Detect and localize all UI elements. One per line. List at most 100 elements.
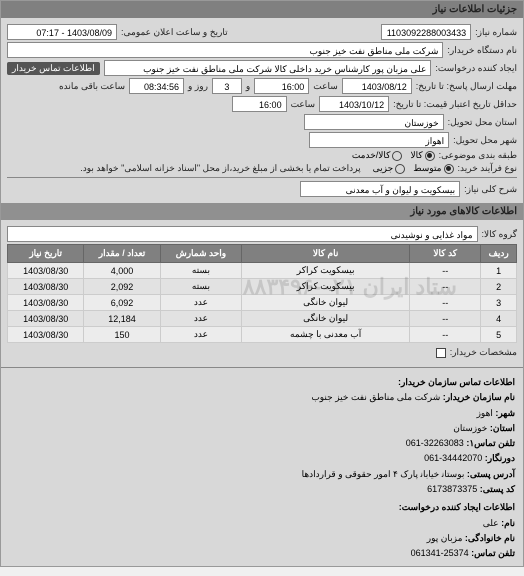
contact-tel2-label: دورنگار: bbox=[485, 453, 515, 463]
radio-dot-icon bbox=[395, 164, 405, 174]
contact-prov-label: استان: bbox=[490, 423, 515, 433]
table-cell: 6,092 bbox=[84, 295, 160, 311]
contact-city: اهوز bbox=[477, 408, 493, 418]
subject-type-group: کالا کالا/خدمت bbox=[352, 150, 435, 161]
contact-lname: مزبان پور bbox=[427, 533, 463, 543]
requester-label: ایجاد کننده درخواست: bbox=[435, 63, 517, 74]
contact-phone-label: تلفن تماس: bbox=[471, 548, 515, 558]
requester-field: علی مزبان پور کارشناس خرید داخلی کالا شر… bbox=[104, 60, 432, 76]
validity-time-label: ساعت bbox=[291, 99, 316, 110]
contact-header1: اطلاعات تماس سازمان خریدار: bbox=[398, 377, 515, 387]
table-cell: عدد bbox=[160, 311, 241, 327]
buyer-org-field: شرکت ملی مناطق نفت خیز جنوب bbox=[7, 42, 443, 58]
table-cell: -- bbox=[410, 311, 481, 327]
radio-goods[interactable]: کالا bbox=[410, 150, 434, 161]
table-cell: 2 bbox=[481, 279, 517, 295]
radio-goods-label: کالا bbox=[410, 150, 422, 161]
and-label: و bbox=[246, 81, 250, 92]
items-section: گروه کالا: مواد غذایی و نوشیدنی ستاد ایر… bbox=[1, 220, 523, 364]
attach-label: مشخصات خریدار: bbox=[450, 347, 517, 358]
table-cell: 3 bbox=[481, 295, 517, 311]
buy-note: پرداخت تمام یا بخشی از مبلغ خرید،از محل … bbox=[80, 163, 360, 174]
table-cell: آب معدنی با چشمه bbox=[242, 327, 410, 343]
table-cell: 4,000 bbox=[84, 263, 160, 279]
separator bbox=[7, 177, 517, 178]
items-table: ردیفکد کالانام کالاواحد شمارشتعداد / مقد… bbox=[7, 244, 517, 343]
radio-dot-icon bbox=[425, 151, 435, 161]
attach-checkbox[interactable] bbox=[436, 348, 446, 358]
validity-time-field: 16:00 bbox=[232, 96, 287, 112]
resp-date-field: 1403/08/12 bbox=[342, 78, 412, 94]
col-header: نام کالا bbox=[242, 245, 410, 263]
col-header: واحد شمارش bbox=[160, 245, 241, 263]
need-details-panel: جزئیات اطلاعات نیاز شماره نیاز: 11030922… bbox=[0, 0, 524, 567]
request-no-field: 1103092288003433 bbox=[381, 24, 471, 40]
table-cell: لیوان خانگی bbox=[242, 295, 410, 311]
contact-org: شرکت ملی مناطق نفت خیز جنوب bbox=[311, 392, 440, 402]
table-cell: 5 bbox=[481, 327, 517, 343]
table-cell: 1 bbox=[481, 263, 517, 279]
table-cell: -- bbox=[410, 327, 481, 343]
table-cell: -- bbox=[410, 295, 481, 311]
contact-tel2: 34442070-061 bbox=[424, 453, 482, 463]
radio-partial[interactable]: جزیی bbox=[373, 163, 406, 174]
contact-tel1: 32263083-061 bbox=[406, 438, 464, 448]
radio-medium[interactable]: متوسط bbox=[413, 163, 453, 174]
table-row: 4--لیوان خانگیعدد12,1841403/08/30 bbox=[8, 311, 517, 327]
table-cell: 12,184 bbox=[84, 311, 160, 327]
contact-phone: 25374-061341 bbox=[411, 548, 469, 558]
radio-service[interactable]: کالا/خدمت bbox=[352, 150, 403, 161]
city-label: شهر محل تحویل: bbox=[453, 135, 517, 146]
items-table-wrap: ستاد ایران ۰۲۱-۸۸۳۴۹۶ ردیفکد کالانام کال… bbox=[7, 244, 517, 343]
table-cell: بسته bbox=[160, 279, 241, 295]
col-header: کد کالا bbox=[410, 245, 481, 263]
province-field: خوزستان bbox=[304, 114, 444, 130]
time-left-field: 08:34:56 bbox=[129, 78, 184, 94]
items-header: اطلاعات کالاهای مورد نیاز bbox=[1, 203, 523, 220]
contact-fname-label: نام: bbox=[501, 518, 515, 528]
table-row: 2--بیسکویت کراکربسته2,0921403/08/30 bbox=[8, 279, 517, 295]
table-cell: 1403/08/30 bbox=[8, 311, 84, 327]
col-header: تاریخ نیاز bbox=[8, 245, 84, 263]
contact-fname: علی bbox=[483, 518, 499, 528]
days-left-label: روز و bbox=[188, 81, 208, 92]
contact-prov: خوزستان bbox=[453, 423, 487, 433]
table-row: 3--لیوان خانگیعدد6,0921403/08/30 bbox=[8, 295, 517, 311]
announce-label: تاریخ و ساعت اعلان عمومی: bbox=[121, 27, 228, 38]
radio-partial-label: جزیی bbox=[373, 163, 394, 174]
province-label: استان محل تحویل: bbox=[448, 117, 517, 128]
subject-type-label: طبقه بندی موضوعی: bbox=[439, 150, 517, 161]
validity-label: حداقل تاریخ اعتبار قیمت: تا تاریخ: bbox=[393, 99, 517, 110]
resp-deadline-label: مهلت ارسال پاسخ: تا تاریخ: bbox=[416, 81, 517, 92]
announce-field: 1403/08/09 - 07:17 bbox=[7, 24, 117, 40]
table-cell: لیوان خانگی bbox=[242, 311, 410, 327]
radio-dot-icon bbox=[392, 151, 402, 161]
radio-medium-label: متوسط bbox=[413, 163, 441, 174]
buy-type-label: نوع فرآیند خرید: bbox=[458, 163, 518, 174]
table-cell: -- bbox=[410, 263, 481, 279]
table-cell: بیسکویت کراکر bbox=[242, 279, 410, 295]
contact-addr: بوستاﻧ خیاباﻧ پارک ۴ امور حقوقی و قراردا… bbox=[302, 469, 465, 479]
contact-section: اطلاعات تماس سازمان خریدار: نام سازمان خ… bbox=[1, 371, 523, 566]
main-fields: شماره نیاز: 1103092288003433 تاریخ و ساع… bbox=[1, 18, 523, 203]
table-cell: 1403/08/30 bbox=[8, 327, 84, 343]
col-header: تعداد / مقدار bbox=[84, 245, 160, 263]
contact-org-label: نام سازمان خریدار: bbox=[443, 392, 515, 402]
radio-dot-icon bbox=[444, 164, 454, 174]
table-row: 5--آب معدنی با چشمهعدد1501403/08/30 bbox=[8, 327, 517, 343]
city-field: اهواز bbox=[309, 132, 449, 148]
buyer-contact-badge[interactable]: اطلاعات تماس خریدار bbox=[7, 62, 100, 75]
table-cell: عدد bbox=[160, 295, 241, 311]
contact-tel1-label: تلفن تماس۱: bbox=[466, 438, 515, 448]
buyer-org-label: نام دستگاه خریدار: bbox=[447, 45, 517, 56]
table-cell: 1403/08/30 bbox=[8, 263, 84, 279]
table-cell: 1403/08/30 bbox=[8, 295, 84, 311]
table-cell: بسته bbox=[160, 263, 241, 279]
contact-addr-label: آدرس پستی: bbox=[467, 469, 515, 479]
contact-post-label: کد پستی: bbox=[480, 484, 515, 494]
contact-lname-label: نام خانوادگی: bbox=[465, 533, 515, 543]
resp-time-label: ساعت bbox=[313, 81, 338, 92]
buy-type-group: متوسط جزیی bbox=[373, 163, 454, 174]
group-field: مواد غذایی و نوشیدنی bbox=[7, 226, 478, 242]
need-title-label: شرح کلی نیاز: bbox=[464, 184, 517, 195]
